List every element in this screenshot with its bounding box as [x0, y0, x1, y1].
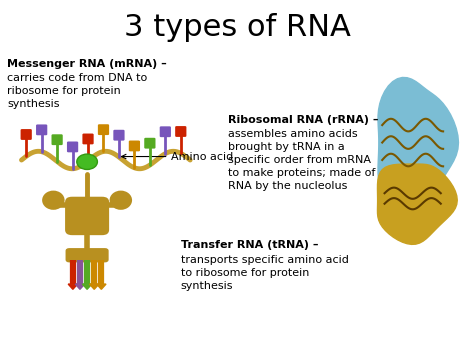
Polygon shape: [377, 164, 457, 244]
Circle shape: [77, 154, 97, 169]
FancyBboxPatch shape: [20, 129, 32, 140]
FancyBboxPatch shape: [52, 134, 63, 145]
FancyBboxPatch shape: [65, 248, 109, 262]
FancyBboxPatch shape: [129, 141, 140, 151]
FancyBboxPatch shape: [98, 124, 109, 135]
Text: Ribosomal RNA (rRNA) –: Ribosomal RNA (rRNA) –: [228, 115, 378, 125]
Text: Transfer RNA (tRNA) –: Transfer RNA (tRNA) –: [181, 240, 318, 250]
Text: Messenger RNA (mRNA) –: Messenger RNA (mRNA) –: [8, 59, 167, 69]
FancyBboxPatch shape: [175, 126, 186, 137]
Ellipse shape: [42, 191, 64, 210]
Polygon shape: [75, 284, 85, 289]
Ellipse shape: [109, 191, 132, 210]
Polygon shape: [90, 284, 99, 289]
Text: carries code from DNA to
ribosome for protein
synthesis: carries code from DNA to ribosome for pr…: [8, 73, 148, 109]
Text: Amino acid: Amino acid: [121, 152, 234, 162]
Polygon shape: [82, 284, 92, 289]
FancyBboxPatch shape: [144, 138, 155, 149]
Text: 3 types of RNA: 3 types of RNA: [124, 13, 350, 42]
FancyBboxPatch shape: [67, 142, 78, 152]
Polygon shape: [68, 284, 78, 289]
Polygon shape: [97, 284, 106, 289]
FancyBboxPatch shape: [113, 130, 125, 141]
Text: transports specific amino acid
to ribosome for protein
synthesis: transports specific amino acid to riboso…: [181, 255, 349, 291]
Text: assembles amino acids
brought by tRNA in a
specific order from mRNA
to make prot: assembles amino acids brought by tRNA in…: [228, 129, 375, 191]
Polygon shape: [378, 77, 458, 208]
FancyBboxPatch shape: [82, 133, 94, 144]
FancyBboxPatch shape: [160, 126, 171, 137]
FancyBboxPatch shape: [36, 125, 47, 135]
FancyBboxPatch shape: [65, 197, 109, 235]
